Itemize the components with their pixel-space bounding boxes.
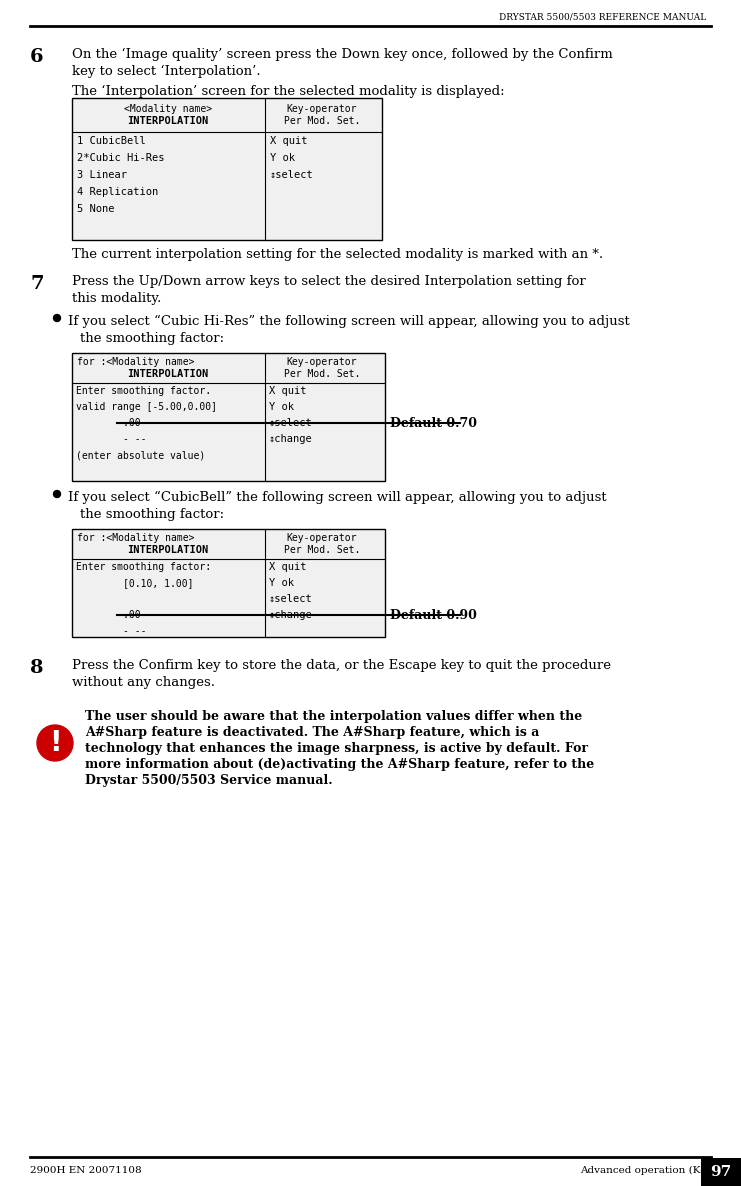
Text: ↕select: ↕select bbox=[270, 170, 313, 180]
Text: ↕change: ↕change bbox=[269, 434, 313, 444]
Circle shape bbox=[53, 491, 61, 497]
FancyBboxPatch shape bbox=[72, 529, 385, 637]
FancyBboxPatch shape bbox=[72, 98, 382, 240]
Text: The user should be aware that the interpolation values differ when the: The user should be aware that the interp… bbox=[85, 710, 582, 723]
Text: !: ! bbox=[49, 729, 62, 757]
Text: Y ok: Y ok bbox=[269, 402, 294, 412]
Text: Default 0.70: Default 0.70 bbox=[390, 417, 477, 431]
Text: The ‘Interpolation’ screen for the selected modality is displayed:: The ‘Interpolation’ screen for the selec… bbox=[72, 85, 505, 98]
Text: Drystar 5500/5503 Service manual.: Drystar 5500/5503 Service manual. bbox=[85, 774, 333, 788]
FancyBboxPatch shape bbox=[72, 353, 385, 482]
Text: Per Mod. Set.: Per Mod. Set. bbox=[284, 369, 360, 380]
Text: X quit: X quit bbox=[269, 385, 307, 396]
Text: [0.10, 1.00]: [0.10, 1.00] bbox=[76, 578, 193, 588]
Text: The current interpolation setting for the selected modality is marked with an *.: The current interpolation setting for th… bbox=[72, 248, 603, 261]
Text: - --: - -- bbox=[76, 434, 147, 444]
Bar bbox=[701, 1158, 741, 1186]
Text: 6: 6 bbox=[30, 47, 44, 66]
Text: 1 CubicBell: 1 CubicBell bbox=[77, 136, 146, 146]
Text: Key-operator: Key-operator bbox=[287, 104, 357, 114]
Text: the smoothing factor:: the smoothing factor: bbox=[80, 508, 224, 521]
Text: for :<Modality name>: for :<Modality name> bbox=[77, 357, 194, 366]
Text: Y ok: Y ok bbox=[269, 578, 294, 588]
Text: If you select “CubicBell” the following screen will appear, allowing you to adju: If you select “CubicBell” the following … bbox=[68, 491, 607, 504]
Text: 7: 7 bbox=[30, 275, 44, 293]
Text: for :<Modality name>: for :<Modality name> bbox=[77, 533, 194, 543]
Text: Key-operator: Key-operator bbox=[287, 533, 357, 543]
Text: .00: .00 bbox=[76, 417, 141, 428]
Text: (enter absolute value): (enter absolute value) bbox=[76, 449, 205, 460]
Circle shape bbox=[53, 314, 61, 321]
Text: <Modality name>: <Modality name> bbox=[124, 104, 212, 114]
Text: - --: - -- bbox=[76, 626, 147, 636]
Text: technology that enhances the image sharpness, is active by default. For: technology that enhances the image sharp… bbox=[85, 742, 588, 755]
Text: this modality.: this modality. bbox=[72, 292, 162, 305]
Text: without any changes.: without any changes. bbox=[72, 676, 215, 689]
Text: Advanced operation (Key-operator mode): Advanced operation (Key-operator mode) bbox=[580, 1166, 741, 1175]
Text: 4 Replication: 4 Replication bbox=[77, 187, 159, 197]
Text: X quit: X quit bbox=[270, 136, 308, 146]
Text: .00: .00 bbox=[76, 610, 141, 620]
Text: If you select “Cubic Hi-Res” the following screen will appear, allowing you to a: If you select “Cubic Hi-Res” the followi… bbox=[68, 315, 630, 329]
Text: Default 0.90: Default 0.90 bbox=[390, 608, 477, 621]
Text: more information about (de)activating the A#Sharp feature, refer to the: more information about (de)activating th… bbox=[85, 758, 594, 771]
Text: 2900H EN 20071108: 2900H EN 20071108 bbox=[30, 1166, 142, 1175]
Text: valid range [-5.00,0.00]: valid range [-5.00,0.00] bbox=[76, 402, 217, 412]
Text: 8: 8 bbox=[30, 659, 44, 677]
Circle shape bbox=[37, 725, 73, 761]
Text: Enter smoothing factor:: Enter smoothing factor: bbox=[76, 562, 211, 572]
Text: 97: 97 bbox=[711, 1165, 731, 1179]
Text: DRYSTAR 5500/5503 REFERENCE MANUAL: DRYSTAR 5500/5503 REFERENCE MANUAL bbox=[499, 12, 706, 21]
Text: 2*Cubic Hi-Res: 2*Cubic Hi-Res bbox=[77, 153, 165, 162]
Text: ↕select: ↕select bbox=[269, 594, 313, 604]
Text: ↕select: ↕select bbox=[269, 417, 313, 428]
Text: Enter smoothing factor.: Enter smoothing factor. bbox=[76, 385, 211, 396]
Text: 5 None: 5 None bbox=[77, 204, 115, 213]
Text: A#Sharp feature is deactivated. The A#Sharp feature, which is a: A#Sharp feature is deactivated. The A#Sh… bbox=[85, 726, 539, 739]
Text: X quit: X quit bbox=[269, 562, 307, 572]
Text: ↕change: ↕change bbox=[269, 610, 313, 620]
Text: 3 Linear: 3 Linear bbox=[77, 170, 127, 180]
Text: Per Mod. Set.: Per Mod. Set. bbox=[284, 116, 360, 126]
Text: INTERPOLATION: INTERPOLATION bbox=[127, 116, 209, 126]
Text: the smoothing factor:: the smoothing factor: bbox=[80, 332, 224, 345]
Text: Key-operator: Key-operator bbox=[287, 357, 357, 366]
Text: Press the Up/Down arrow keys to select the desired Interpolation setting for: Press the Up/Down arrow keys to select t… bbox=[72, 275, 585, 288]
Text: On the ‘Image quality’ screen press the Down key once, followed by the Confirm: On the ‘Image quality’ screen press the … bbox=[72, 47, 613, 62]
Text: Y ok: Y ok bbox=[270, 153, 295, 162]
Text: Per Mod. Set.: Per Mod. Set. bbox=[284, 546, 360, 555]
Text: INTERPOLATION: INTERPOLATION bbox=[127, 369, 209, 380]
Text: key to select ‘Interpolation’.: key to select ‘Interpolation’. bbox=[72, 65, 261, 78]
Text: INTERPOLATION: INTERPOLATION bbox=[127, 546, 209, 555]
Text: Press the Confirm key to store the data, or the Escape key to quit the procedure: Press the Confirm key to store the data,… bbox=[72, 659, 611, 672]
